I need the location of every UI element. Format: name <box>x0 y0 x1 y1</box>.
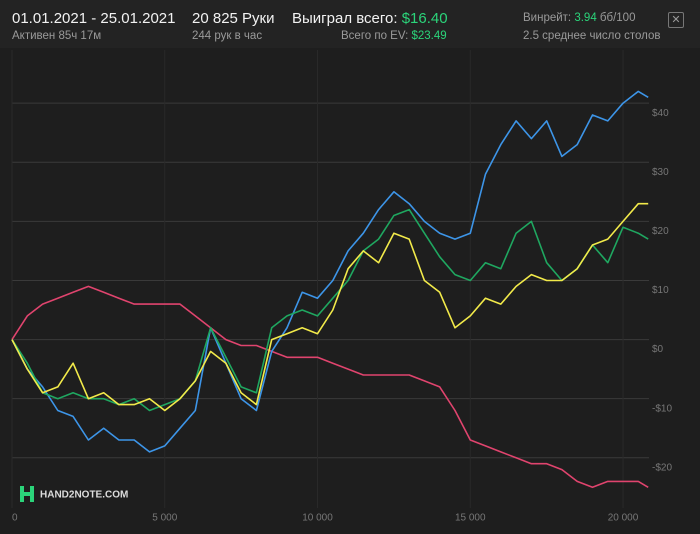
y-tick-label: $30 <box>652 167 669 178</box>
close-button[interactable]: ✕ <box>668 12 684 28</box>
x-tick-label: 5 000 <box>152 513 177 524</box>
x-tick-label: 10 000 <box>302 513 333 524</box>
x-tick-label: 20 000 <box>608 513 639 524</box>
y-tick-label: -$10 <box>652 403 672 414</box>
winrate-value: 3.94 <box>574 12 597 24</box>
x-tick-label: 0 <box>12 513 18 524</box>
ev: Всего по EV: $23.49 <box>341 30 447 42</box>
date-range: 01.01.2021 - 25.01.2021 <box>12 10 176 27</box>
tables: 2.5 среднее число столов <box>523 30 661 42</box>
won: Выиграл всего: $16.40 <box>292 10 448 27</box>
won-label: Выиграл всего: <box>292 10 398 27</box>
header: 01.01.2021 - 25.01.2021 Активен 85ч 17м … <box>0 0 700 48</box>
series-line <box>11 202 649 412</box>
logo-text: HAND2NOTE.COM <box>40 490 128 501</box>
series-line <box>11 90 649 453</box>
y-tick-label: $10 <box>652 285 669 296</box>
y-tick-label: $0 <box>652 344 664 355</box>
series-line <box>11 208 649 412</box>
y-tick-label: $40 <box>652 108 669 119</box>
hands: 20 825 Руки <box>192 10 275 27</box>
hands-per-hour: 244 рук в час <box>192 30 263 42</box>
logo-icon <box>24 492 30 496</box>
won-value: $16.40 <box>401 10 448 27</box>
logo-icon <box>20 486 24 502</box>
active-time: Активен 85ч 17м <box>12 30 102 42</box>
y-tick-label: $20 <box>652 226 669 237</box>
ev-label: Всего по EV: <box>341 30 409 42</box>
x-tick-label: 15 000 <box>455 513 486 524</box>
logo-icon <box>30 486 34 502</box>
logo: HAND2NOTE.COM <box>20 486 128 502</box>
winrate-label: Винрейт: <box>523 12 572 24</box>
y-tick-label: -$20 <box>652 462 672 473</box>
series-line <box>11 285 649 489</box>
winrate-unit: бб/100 <box>599 12 636 24</box>
ev-value: $23.49 <box>411 30 447 42</box>
winrate: Винрейт: 3.94 бб/100 <box>523 12 635 24</box>
